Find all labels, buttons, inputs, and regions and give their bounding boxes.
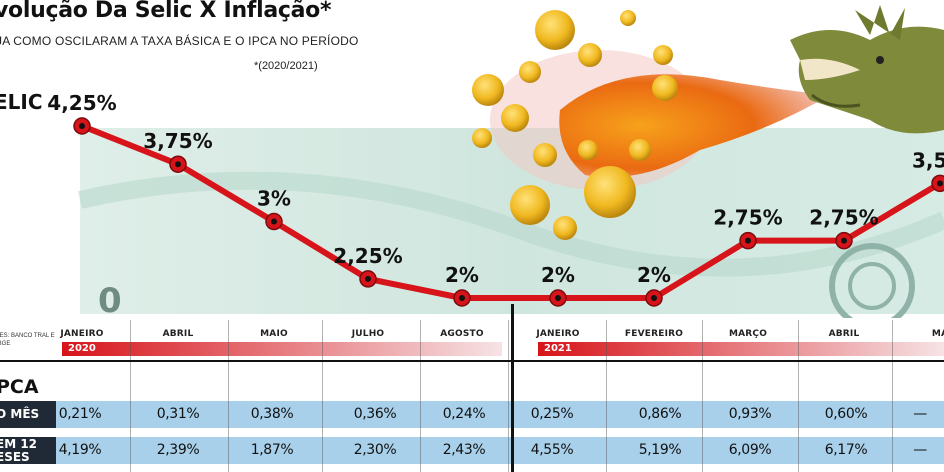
selic-point-label: 3,75% <box>143 129 212 153</box>
selic-point-label: 2,75% <box>713 206 782 230</box>
ipca-12-value: 4,55% <box>530 442 574 458</box>
selic-point-label: 2,75% <box>809 206 878 230</box>
year-divider <box>511 304 514 472</box>
ipca-month-value: — <box>913 406 927 422</box>
selic-point-center <box>175 161 181 168</box>
column-divider <box>508 320 509 472</box>
ipca-12-band: EM 12 ESES 4,19% 2,39% 1,87% 2,30% 2,43% 4,55… <box>0 437 944 464</box>
selic-line-layer <box>80 123 942 301</box>
selic-point-center <box>459 295 465 301</box>
month-tick-label: MA <box>931 329 944 339</box>
ipca-month-label: O MÊS <box>0 407 40 421</box>
column-divider <box>606 320 607 472</box>
selic-point-center <box>651 295 657 301</box>
ipca-12-value: 2,39% <box>156 442 200 458</box>
ipca-month-value: 0,36% <box>353 406 397 422</box>
year-bar-2021: 2021 <box>538 342 944 356</box>
selic-point-label: 2,25% <box>333 244 402 268</box>
ipca-month-value: 0,25% <box>530 406 574 422</box>
column-divider <box>702 320 703 472</box>
selic-point-label: 3% <box>257 187 291 211</box>
column-divider <box>420 320 421 472</box>
selic-label-layer: 4,25% 3,75% 3% 2,25% 2% 2% 2% 2,75% 2,75% 3,5 <box>47 91 944 287</box>
selic-point-label: 4,25% <box>47 91 116 115</box>
selic-point-label: 3,5 <box>912 148 944 172</box>
ipca-12-label: EM 12 ESES <box>0 437 38 464</box>
ipca-12-value: 6,17% <box>824 442 868 458</box>
ipca-12-value: 1,87% <box>250 442 294 458</box>
selic-point-center <box>937 180 943 187</box>
chart-title: volução Da Selic X Inflação* <box>0 0 332 23</box>
selic-point-center <box>841 237 847 244</box>
sources-note: TES: BANCO TRAL E IBGE <box>0 333 55 347</box>
month-tick-label: JULHO <box>351 329 385 339</box>
ipca-section-label: PCA <box>0 376 39 398</box>
selic-point-center <box>271 218 277 225</box>
month-tick-label: MAIO <box>260 329 288 339</box>
column-divider <box>892 320 893 472</box>
selic-point-center <box>555 295 561 301</box>
month-tick-label: ABRIL <box>162 329 194 339</box>
banknote-seal-inner <box>848 262 896 310</box>
gold-coins <box>472 10 678 240</box>
ipca-12-value: 6,09% <box>728 442 772 458</box>
year-label-2020: 2020 <box>68 343 96 354</box>
dragon-fire <box>559 74 830 178</box>
month-tick-label: ABRIL <box>828 329 860 339</box>
month-tick-label: FEVEREIRO <box>624 329 684 339</box>
selic-point-center <box>79 123 85 129</box>
ipca-month-value: 0,38% <box>250 406 294 422</box>
month-tick-label: AGOSTO <box>440 329 484 339</box>
ipca-month-value: 0,24% <box>442 406 486 422</box>
month-tick-label: MARÇO <box>728 329 768 339</box>
year-label-2021: 2021 <box>544 343 572 354</box>
dragon-illustration <box>790 5 944 134</box>
column-divider <box>130 320 131 472</box>
ipca-month-value: 0,60% <box>824 406 868 422</box>
chart-subtitle: JA COMO OSCILARAM A TAXA BÁSICA E O IPCA… <box>0 34 359 48</box>
month-tick-label: JANEIRO <box>60 329 104 339</box>
banknote-digit: 0 <box>98 281 122 321</box>
ipca-12-value: — <box>913 442 927 458</box>
year-bar-2020: 2020 <box>62 342 502 356</box>
ipca-month-band: O MÊS 0,21% 0,31% 0,38% 0,36% 0,24% 0,25% 0,86… <box>0 401 944 428</box>
selic-point-center <box>365 275 371 282</box>
column-divider <box>798 320 799 472</box>
ipca-month-value: 0,21% <box>58 406 102 422</box>
selic-point-layer <box>73 117 944 307</box>
selic-point-label: 2% <box>637 263 671 287</box>
period-note: *(2020/2021) <box>254 60 318 72</box>
ipca-12-value: 4,19% <box>58 442 102 458</box>
ipca-month-header <box>0 401 56 428</box>
selic-point-center <box>745 237 751 244</box>
month-tick-label: JANEIRO <box>536 329 580 339</box>
ipca-12-value: 2,30% <box>353 442 397 458</box>
selic-section-label: ELIC <box>0 90 43 114</box>
selic-point-label: 2% <box>445 263 479 287</box>
banknote-pattern <box>78 171 944 277</box>
ipca-month-value: 0,93% <box>728 406 772 422</box>
ipca-12-header <box>0 437 56 464</box>
table-top-rule <box>0 360 944 362</box>
ipca-12-value: 2,43% <box>442 442 486 458</box>
ipca-12-value: 5,19% <box>638 442 682 458</box>
ipca-month-value: 0,31% <box>156 406 200 422</box>
selic-line <box>80 123 942 301</box>
column-divider <box>228 320 229 472</box>
column-divider <box>322 320 323 472</box>
ipca-month-value: 0,86% <box>638 406 682 422</box>
selic-point-label: 2% <box>541 263 575 287</box>
